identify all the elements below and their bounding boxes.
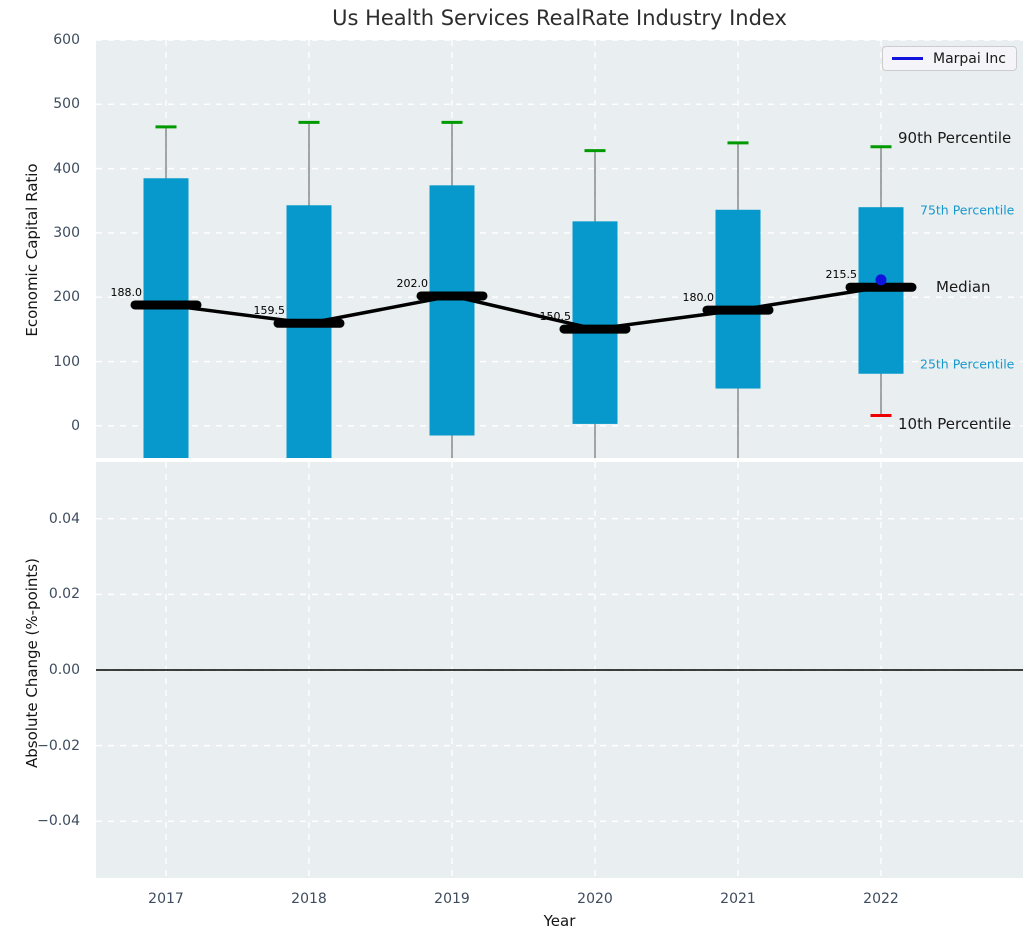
y-tick-label-top: 0	[71, 417, 80, 434]
y-tick-label-top: 600	[53, 32, 80, 48]
median-value-label: 188.0	[110, 285, 143, 299]
median-value-label: 180.0	[682, 291, 715, 305]
percentile-box-2019	[429, 185, 475, 436]
bottom-plot-panel	[96, 462, 1023, 878]
x-tick-label: 2022	[863, 891, 899, 907]
y-tick-label-top: 100	[53, 353, 80, 370]
x-tick-label: 2020	[577, 891, 613, 907]
y-tick-label-top: 200	[53, 289, 80, 306]
y-tick-label-bottom: 0.04	[48, 510, 80, 527]
chart-title: Us Health Services RealRate Industry Ind…	[332, 6, 787, 30]
percentile-box-2021	[715, 209, 761, 389]
legend-line-swatch	[892, 57, 923, 60]
top-plot-panel	[96, 40, 1023, 458]
x-axis-label: Year	[543, 912, 576, 930]
legend: Marpai Inc	[882, 46, 1017, 71]
marpai-inc-point	[875, 274, 887, 286]
legend-label: Marpai Inc	[933, 50, 1006, 67]
y-tick-label-top: 300	[53, 224, 80, 241]
percentile-box-2020	[572, 221, 618, 424]
y-tick-label-top: 400	[53, 160, 80, 177]
x-tick-label: 2021	[720, 891, 756, 907]
y-tick-label-bottom: 0.02	[48, 586, 80, 603]
median-value-label: 159.5	[253, 304, 286, 318]
x-tick-label: 2019	[434, 891, 470, 907]
top-plot-canvas	[96, 40, 1023, 458]
x-tick-label: 2018	[291, 891, 327, 907]
percentile-box-2018	[286, 205, 332, 458]
percentile-annotation: 90th Percentile	[898, 128, 1012, 147]
y-tick-label-bottom: −0.04	[37, 813, 80, 830]
percentile-annotation: 25th Percentile	[920, 356, 1015, 372]
percentile-box-2017	[143, 178, 189, 458]
x-tick-label: 2017	[148, 891, 184, 907]
median-value-label: 150.5	[539, 310, 572, 324]
percentile-annotation: 10th Percentile	[898, 414, 1012, 433]
y-tick-label-top: 500	[53, 96, 80, 113]
percentile-annotation: Median	[936, 278, 991, 297]
median-value-label: 202.0	[396, 276, 429, 290]
y-tick-label-bottom: 0.00	[48, 662, 80, 678]
percentile-annotation: 75th Percentile	[920, 202, 1015, 218]
median-value-label: 215.5	[825, 268, 858, 282]
y-tick-label-bottom: −0.02	[37, 737, 80, 754]
bottom-plot-canvas	[96, 462, 1023, 878]
